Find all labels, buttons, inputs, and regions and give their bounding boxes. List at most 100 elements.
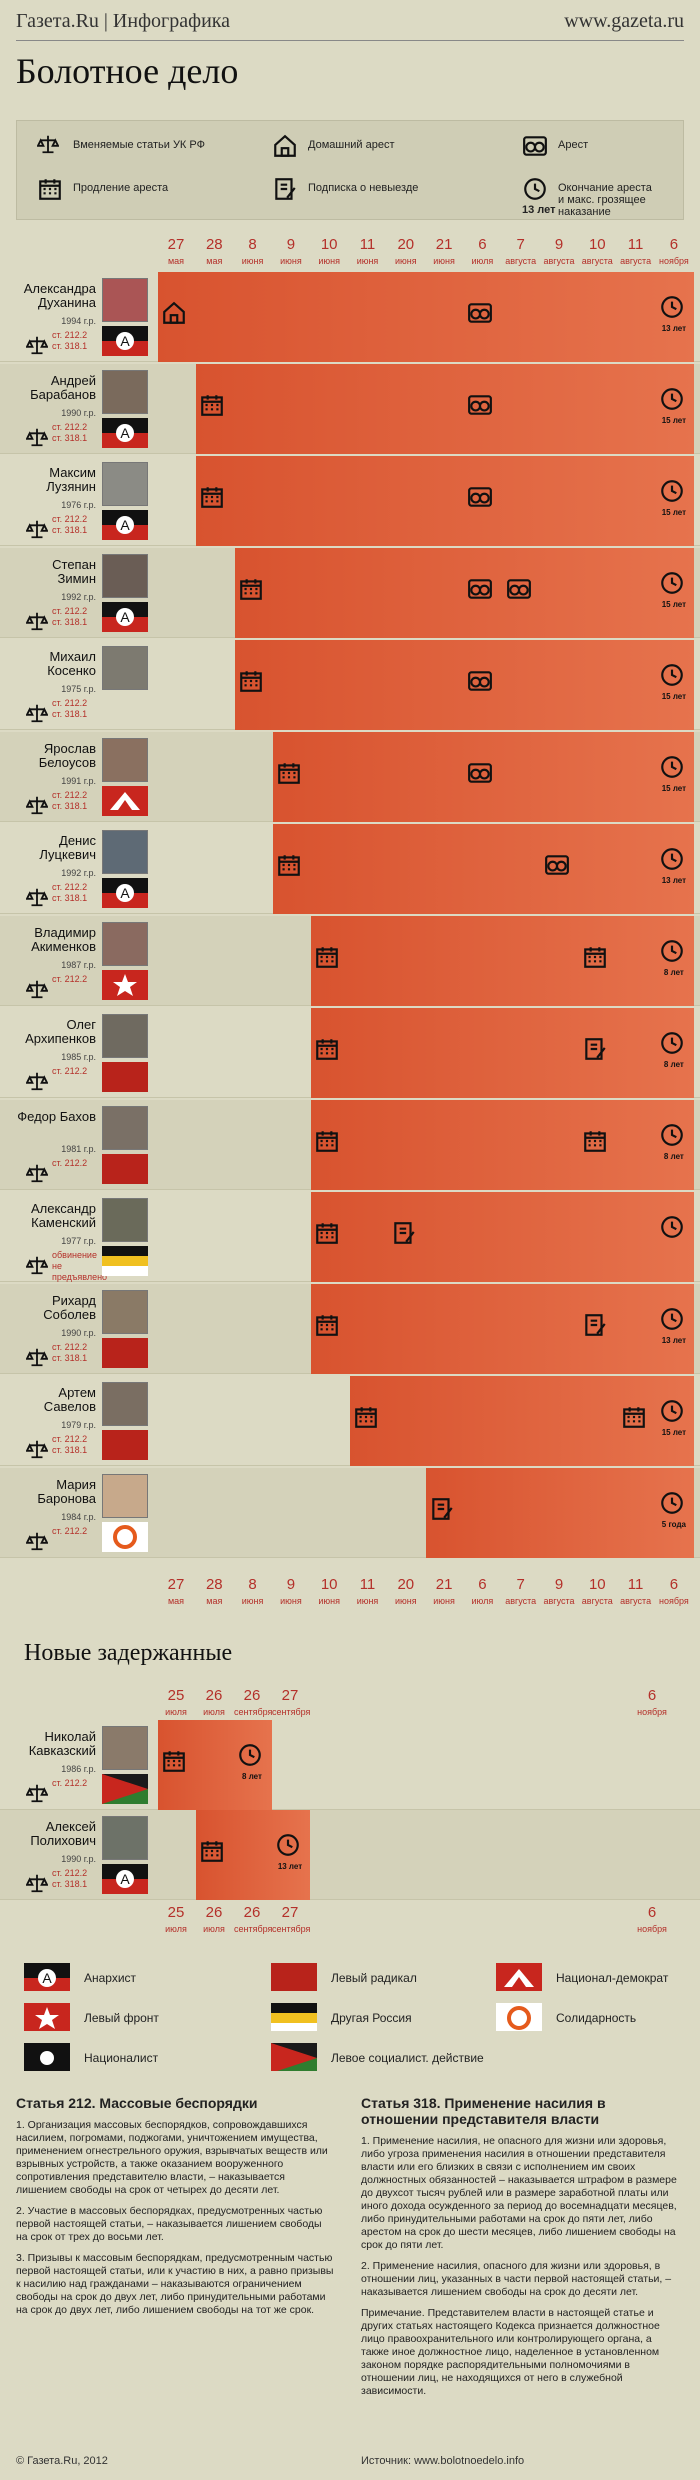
clock-icon: [659, 1306, 691, 1338]
party-flag: [102, 1430, 148, 1460]
legend-flag: A: [24, 1963, 72, 1993]
legend-flag: [271, 2043, 319, 2073]
arrest-period-bar: [311, 1008, 694, 1098]
date-month: июня: [280, 256, 302, 266]
brand[interactable]: Газета.Ru | Инфографика: [16, 10, 231, 32]
clock-icon: [659, 846, 691, 878]
person-articles: ст. 212.2 ст. 318.1: [52, 330, 88, 351]
person-name: Александра Духанина: [23, 281, 96, 310]
footer-date: 28 мая: [196, 1577, 232, 1609]
term-label: 8 лет: [663, 968, 684, 977]
legend-bottom-label: Левое социалист. действие: [331, 2051, 484, 2065]
person-articles: ст. 212.2: [52, 974, 88, 984]
person-row: Владимир Акименков 1987 г.р. ст. 212.2 8 ле…: [0, 916, 700, 1006]
person-row: Артем Савелов 1979 г.р. ст. 212.2 ст. 318.…: [0, 1376, 700, 1466]
scales-icon: [25, 610, 49, 631]
date-day: 6: [478, 236, 487, 253]
date-month: июня: [433, 256, 455, 266]
term-label: 13 лет: [661, 324, 687, 333]
person-photo: [102, 278, 148, 322]
person-articles: ст. 212.2 ст. 318.1: [52, 606, 88, 627]
person-birth-year: 1992 г.р.: [61, 592, 96, 602]
person-row: Денис Луцкевич 1992 г.р. ст. 212.2 ст. 318…: [0, 824, 700, 914]
date-month: мая: [206, 1596, 223, 1606]
copyright: © Газета.Ru, 2012: [16, 2455, 108, 2467]
clock-icon: [275, 1832, 307, 1864]
party-flag: A: [102, 602, 148, 632]
new-detainees-title: Новые задержанные: [24, 1640, 233, 1666]
handcuffs-icon: [467, 392, 499, 424]
article-212: Статья 212. Массовые беспорядки 1. Орган…: [16, 2095, 336, 2325]
new-person-row: Алексей Полихович 1990 г.р. ст. 212.2 ст. …: [0, 1810, 700, 1900]
handcuffs-icon: [544, 852, 576, 884]
date-day: 20: [397, 1576, 415, 1593]
article-212-p3: 3. Призывы к массовым беспорядкам, преду…: [16, 2252, 334, 2316]
date-month: июля: [471, 1596, 494, 1606]
calendar-icon: [314, 944, 346, 976]
new-header-date: 6 ноября: [634, 1688, 670, 1720]
new-footer-date: 26 июля: [196, 1905, 232, 1937]
arrest-period-bar: [311, 1192, 694, 1282]
clock-icon: [659, 478, 691, 510]
person-articles: ст. 212.2 ст. 318.1: [52, 882, 88, 903]
site-url[interactable]: www.gazeta.ru: [564, 10, 684, 32]
date-day: 6: [669, 1576, 679, 1593]
calendar-icon: [314, 1128, 346, 1160]
date-day: 9: [554, 236, 564, 253]
date-day: 26: [205, 1904, 223, 1921]
person-name: Александр Каменский: [30, 1201, 96, 1230]
person-birth-year: 1994 г.р.: [61, 316, 96, 326]
date-day: 10: [320, 1576, 338, 1593]
svg-text:A: A: [120, 1871, 130, 1887]
person-birth-year: 1981 г.р.: [61, 1144, 96, 1154]
source[interactable]: Источник: www.bolotnoedelo.info: [361, 2455, 525, 2467]
calendar-icon: [238, 668, 270, 700]
person-row: Степан Зимин 1992 г.р. ст. 212.2 ст. 318.1…: [0, 548, 700, 638]
date-month: сентября: [234, 1707, 273, 1717]
calendar-icon: [314, 1036, 346, 1068]
handcuffs-icon: [467, 668, 499, 700]
date-month: июля: [203, 1924, 225, 1934]
person-articles: ст. 212.2 ст. 318.1: [52, 698, 88, 719]
person-name: Артем Савелов: [43, 1385, 96, 1414]
legend-flag: [271, 1963, 319, 1993]
term-label: 15 лет: [661, 416, 687, 425]
scales-icon: [25, 794, 49, 815]
scales-icon: [25, 1782, 49, 1803]
scales-icon: [25, 1162, 49, 1183]
arrest-period-bar: [311, 1100, 694, 1190]
legend-top-label: Домашний арест: [308, 139, 395, 151]
scales-icon: [25, 1530, 49, 1551]
person-row: Ярослав Белоусов 1991 г.р. ст. 212.2 ст. 3…: [0, 732, 700, 822]
arrest-period-bar: [196, 364, 694, 454]
header-date: 11 июня: [350, 237, 386, 269]
date-month: июня: [394, 256, 417, 266]
arrest-period-bar: [311, 1284, 694, 1374]
clock-icon: [659, 754, 691, 786]
scales-icon: [25, 1872, 49, 1893]
term-label: 13 лет: [661, 876, 687, 885]
clock-icon: [237, 1742, 269, 1774]
party-flag: [102, 1522, 148, 1552]
date-day: 27: [167, 236, 185, 253]
date-day: 11: [359, 236, 376, 253]
scales-icon: [25, 1346, 49, 1367]
calendar-icon: [276, 760, 308, 792]
calendar-icon: [199, 484, 231, 516]
person-row: Александра Духанина 1994 г.р. ст. 212.2 ст…: [0, 272, 700, 362]
legend-flag: [24, 2003, 72, 2033]
date-day: 25: [167, 1904, 185, 1921]
person-photo: [102, 1106, 148, 1150]
legend-top-label: Продление ареста: [73, 182, 169, 194]
date-day: 11: [627, 1576, 644, 1593]
party-flag: A: [102, 418, 148, 448]
person-photo: [102, 1290, 148, 1334]
scales-icon: [25, 518, 49, 539]
legend-flag: [496, 1963, 544, 1993]
house-icon: [161, 300, 193, 332]
date-month: июня: [318, 256, 340, 266]
scales-icon: [25, 1254, 49, 1275]
date-month: июня: [241, 1596, 264, 1606]
person-birth-year: 1979 г.р.: [61, 1420, 96, 1430]
date-month: июня: [356, 1596, 379, 1606]
